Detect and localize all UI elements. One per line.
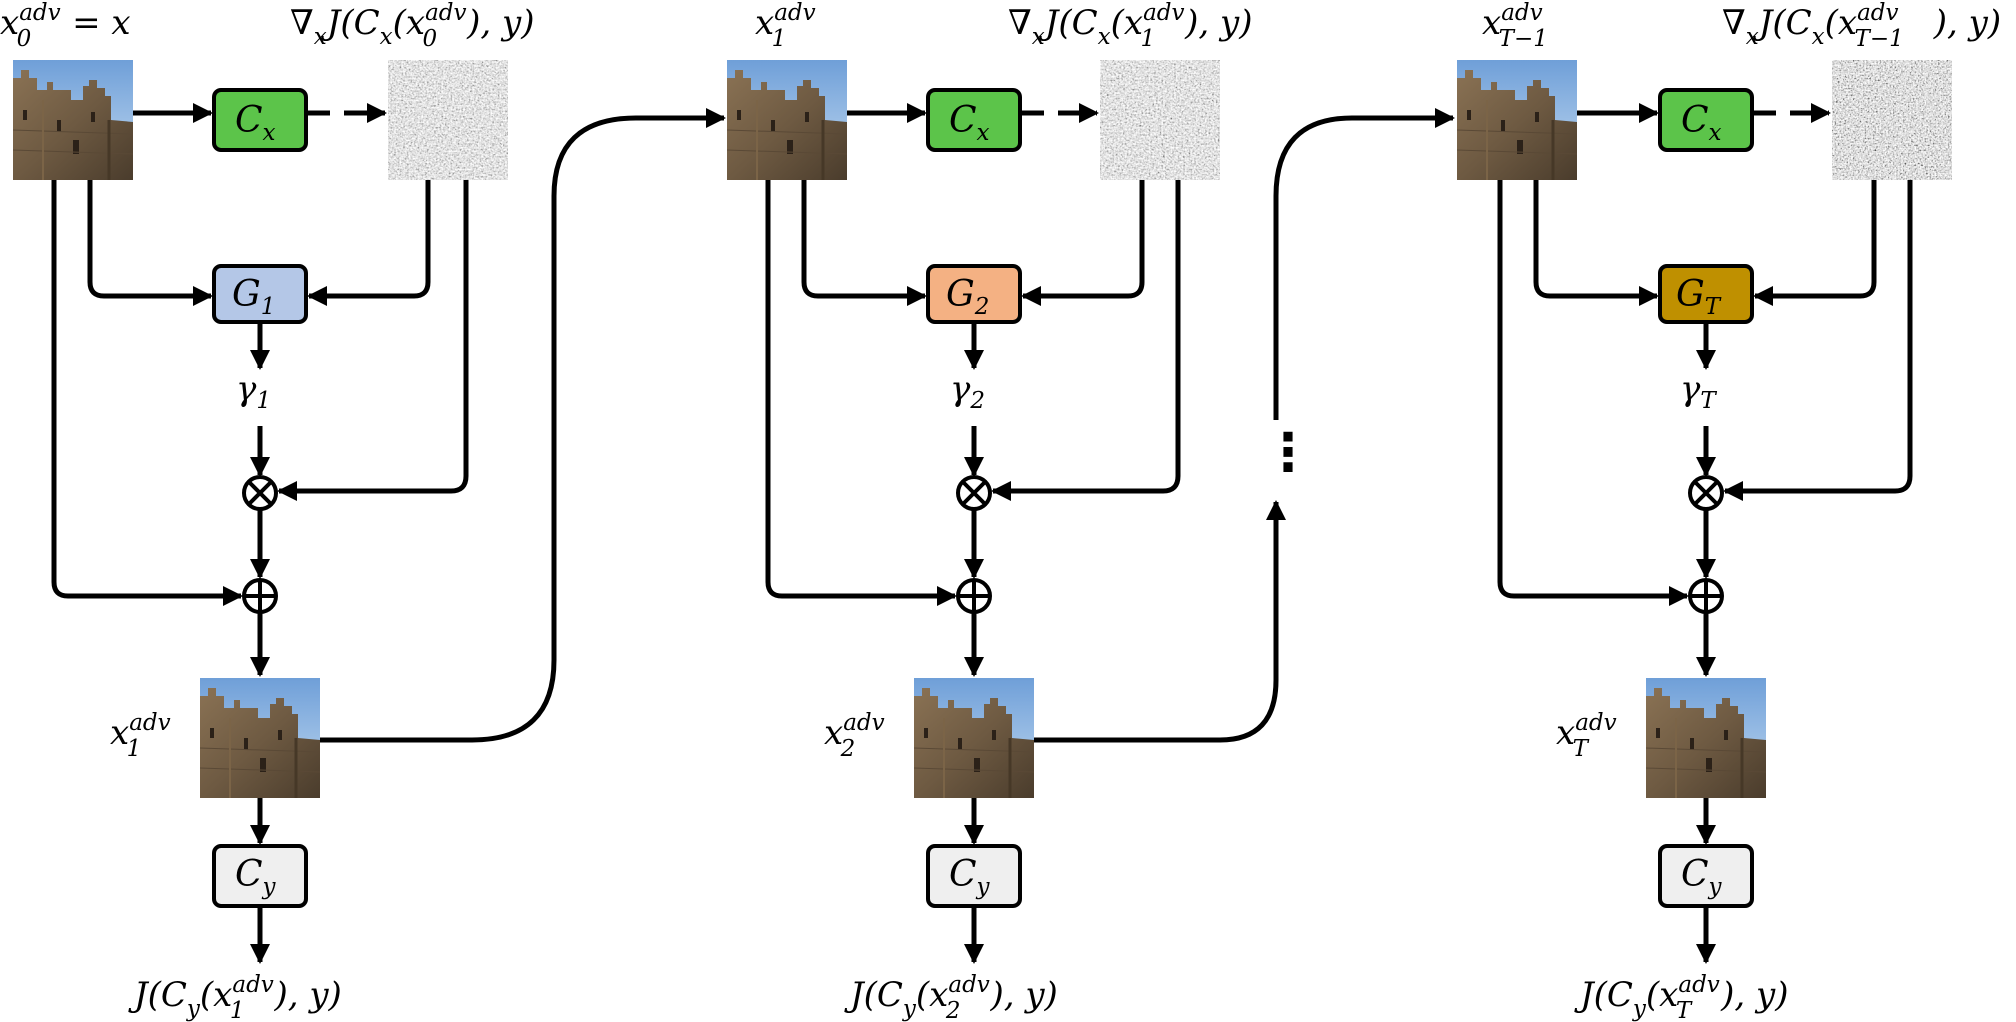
classifier-x-box <box>1658 88 1754 152</box>
add-op <box>956 578 992 614</box>
multiply-op <box>242 475 278 511</box>
input-image <box>727 60 847 180</box>
gradient-label: ∇xJ(Cx(xadv T−1), y) <box>1722 0 2001 52</box>
output-image <box>914 678 1034 798</box>
input-label: xadv 1 <box>755 0 816 52</box>
stage-2: xadv 1 ∇xJ(Cx(xadv 1), y) Cx G2 γ2 xadv 2 C… <box>727 0 1286 1022</box>
gradient-noise-image <box>1100 60 1220 180</box>
ellipsis-connector: ⋮ <box>1262 108 1455 483</box>
classifier-y-label: Cy <box>1681 854 1723 900</box>
stage-T-wires <box>1497 103 1913 964</box>
output-label: xadv 1 <box>110 710 171 762</box>
stage-T: xadv T−1 ∇xJ(Cx(xadv T−1), y) Cx GT γT xad… <box>1457 0 2001 1022</box>
stage-2-wires <box>765 103 1286 964</box>
classifier-x-label: Cx <box>1681 100 1722 146</box>
gamma-label: γT <box>1680 369 1717 414</box>
classifier-x-box <box>926 88 1022 152</box>
gradient-label: ∇xJ(Cx(xadv 0), y) <box>290 0 535 52</box>
input-label: xadv T−1 <box>1482 0 1548 52</box>
multiply-op <box>956 475 992 511</box>
generator-label: G1 <box>232 274 275 320</box>
gamma-label: γ2 <box>950 369 985 414</box>
output-image <box>1646 678 1766 798</box>
loss-label: J(Cy(xadv 2), y) <box>844 972 1058 1022</box>
classifier-x-box <box>212 88 308 152</box>
ellipsis: ⋮ <box>1262 423 1314 483</box>
output-image <box>200 678 320 798</box>
stage-1: xadv 0 = x ∇xJ(Cx(xadv 0), y) Cx G1 γ1 xad… <box>0 0 726 1022</box>
classifier-y-label: Cy <box>235 854 277 900</box>
generator-label: G2 <box>946 274 989 320</box>
classifier-x-label: Cx <box>235 100 276 146</box>
input-label: xadv 0 = x <box>0 0 131 52</box>
gradient-label: ∇xJ(Cx(xadv 1), y) <box>1008 0 1253 52</box>
stage-1-wires <box>51 103 726 964</box>
output-label: xadv T <box>1556 710 1617 762</box>
add-op <box>242 578 278 614</box>
output-label: xadv 2 <box>824 710 885 762</box>
input-image <box>13 60 133 180</box>
loss-label: J(Cy(xadv 1), y) <box>128 972 342 1022</box>
classifier-y-label: Cy <box>949 854 991 900</box>
gradient-noise-image <box>388 60 508 180</box>
input-image <box>1457 60 1577 180</box>
gradient-noise-image <box>1832 60 1952 180</box>
add-op <box>1688 578 1724 614</box>
classifier-x-label: Cx <box>949 100 990 146</box>
generator-label: GT <box>1676 274 1722 320</box>
loss-label: J(Cy(xadv T), y) <box>1574 972 1789 1022</box>
multiply-op <box>1688 475 1724 511</box>
gamma-label: γ1 <box>236 369 271 414</box>
